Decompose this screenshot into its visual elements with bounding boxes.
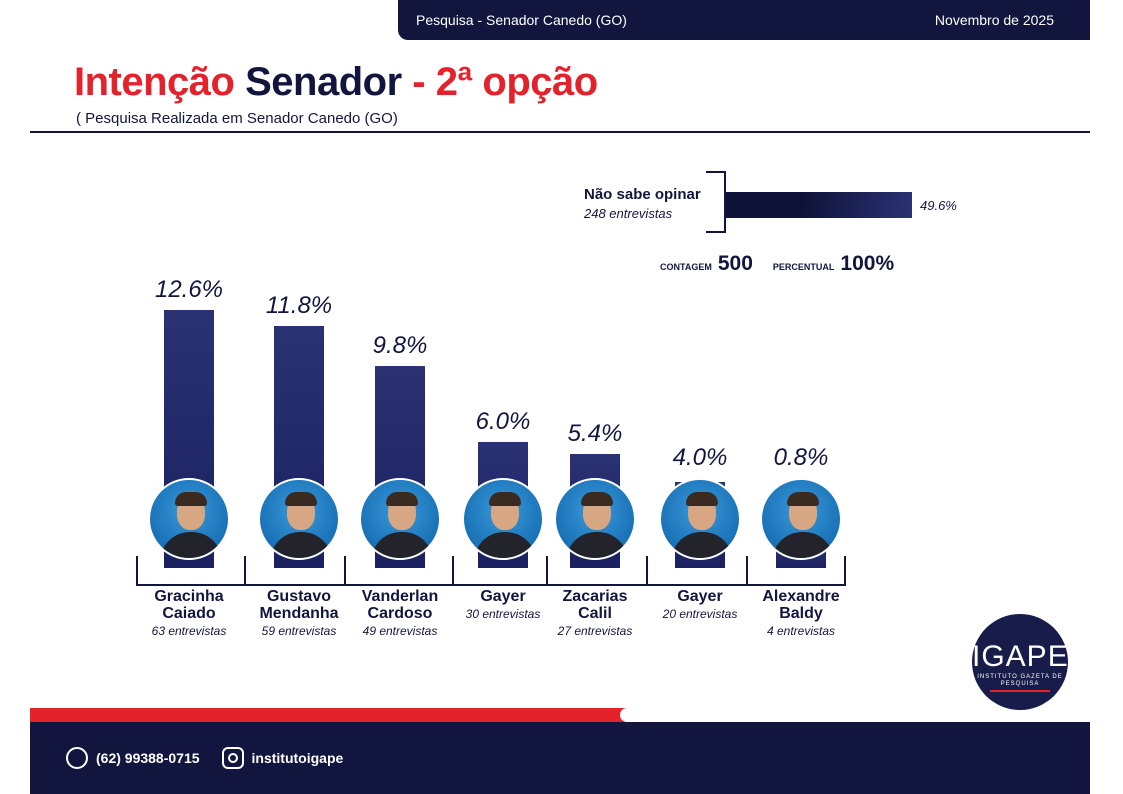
count-label: CONTAGEM [660, 262, 712, 272]
candidate-photo [148, 478, 230, 560]
column-divider [844, 556, 846, 586]
nao-sabe-count: 248 entrevistas [584, 206, 673, 221]
nao-sabe-bar [726, 192, 912, 218]
photo-hair [175, 492, 207, 506]
chart-baseline [136, 584, 846, 586]
photo-body [160, 532, 222, 558]
data-label: 6.0% [475, 408, 531, 435]
survey-name: Pesquisa - Senador Canedo (GO) [416, 12, 627, 28]
column-divider [244, 556, 246, 586]
data-label: 0.8% [773, 444, 829, 471]
title-part2: Senador [245, 60, 402, 104]
data-label: 5.4% [567, 420, 623, 447]
candidate-photo [359, 478, 441, 560]
column-divider [136, 556, 138, 586]
instagram-contact[interactable]: institutoigape [221, 747, 344, 769]
photo-hair [386, 492, 418, 506]
photo-body [772, 532, 834, 558]
candidate-photo [554, 478, 636, 560]
column-divider [452, 556, 454, 586]
interview-count: 4 entrevistas [766, 624, 836, 638]
name-line: Cardoso [367, 605, 433, 622]
photo-body [270, 532, 332, 558]
subtitle: ( Pesquisa Realizada em Senador Canedo (… [76, 110, 398, 127]
column-divider [344, 556, 346, 586]
candidate-photo [659, 478, 741, 560]
candidate-name: Alexandre Baldy 4 entrevistas [746, 588, 856, 640]
name-line: Calil [578, 605, 612, 622]
candidate-photo [258, 478, 340, 560]
candidate-name: Vanderlan Cardoso 49 entrevistas [345, 588, 455, 640]
accent-bar [30, 708, 630, 722]
nao-sabe-pct: 49.6% [920, 198, 957, 213]
photo-body [371, 532, 433, 558]
accent-cap [620, 708, 700, 722]
photo-hair [285, 492, 317, 506]
candidate-name: Gracinha Caiado 63 entrevistas [134, 588, 244, 640]
whatsapp-icon [66, 747, 88, 769]
column-divider [546, 556, 548, 586]
photo-body [671, 532, 733, 558]
count-value: 500 [717, 252, 753, 275]
column-divider [746, 556, 748, 586]
photo-hair [581, 492, 613, 506]
interview-count: 30 entrevistas [465, 607, 541, 621]
candidate-name: Gustavo Mendanha 59 entrevistas [244, 588, 354, 640]
name-line: Gayer [480, 588, 526, 605]
phone-contact[interactable]: (62) 99388-0715 [66, 747, 200, 769]
photo-hair [489, 492, 521, 506]
pct-label: PERCENTUAL [772, 262, 835, 272]
survey-date: Novembro de 2025 [934, 12, 1054, 28]
name-line: Alexandre [762, 588, 840, 605]
data-label: 4.0% [672, 444, 728, 471]
photo-body [474, 532, 536, 558]
interview-count: 63 entrevistas [151, 624, 227, 638]
page-title: Intenção Senador - 2ª opção [74, 60, 598, 105]
totals: CONTAGEM 500 PERCENTUAL 100% [660, 252, 908, 276]
name-line: Vanderlan [361, 588, 439, 605]
name-line: Gracinha [154, 588, 224, 605]
name-line: Zacarias [562, 588, 628, 605]
bracket [706, 171, 726, 233]
interview-count: 49 entrevistas [362, 624, 438, 638]
photo-hair [787, 492, 819, 506]
igape-logo: IGAPE INSTITUTO GAZETA DE PESQUISA [972, 614, 1068, 710]
nao-sabe-block: Não sabe opinar 248 entrevistas 49.6% [560, 168, 980, 238]
name-line: Caiado [162, 605, 216, 622]
header-bar: Pesquisa - Senador Canedo (GO) Novembro … [398, 0, 1090, 40]
data-label: 12.6% [154, 276, 224, 303]
logo-tagline: INSTITUTO GAZETA DE PESQUISA [977, 674, 1063, 687]
photo-hair [686, 492, 718, 506]
candidate-photo [462, 478, 544, 560]
candidate-name: Zacarias Calil 27 entrevistas [540, 588, 650, 640]
data-label: 9.8% [372, 332, 428, 359]
nao-sabe-label: Não sabe opinar [584, 186, 701, 203]
instagram-icon [221, 747, 244, 769]
logo-name: IGAPE [972, 640, 1069, 673]
interview-count: 20 entrevistas [662, 607, 738, 621]
column-divider [646, 556, 648, 586]
name-line: Gayer [677, 588, 723, 605]
name-line: Baldy [779, 605, 823, 622]
data-label: 11.8% [265, 292, 333, 319]
candidate-name: Gayer 30 entrevistas [448, 588, 558, 623]
instagram-handle: institutoigape [251, 750, 344, 766]
interview-count: 27 entrevistas [557, 624, 633, 638]
name-line: Gustavo [266, 588, 331, 605]
photo-body [566, 532, 628, 558]
title-part3: - 2ª opção [412, 60, 598, 104]
title-part1: Intenção [74, 60, 235, 104]
name-line: Mendanha [259, 605, 339, 622]
footer: (62) 99388-0715 institutoigape [30, 722, 1090, 794]
divider [30, 131, 1090, 133]
pct-value: 100% [840, 252, 895, 275]
phone-number: (62) 99388-0715 [96, 750, 200, 766]
candidate-name: Gayer 20 entrevistas [645, 588, 755, 623]
interview-count: 59 entrevistas [261, 624, 337, 638]
candidate-photo [760, 478, 842, 560]
